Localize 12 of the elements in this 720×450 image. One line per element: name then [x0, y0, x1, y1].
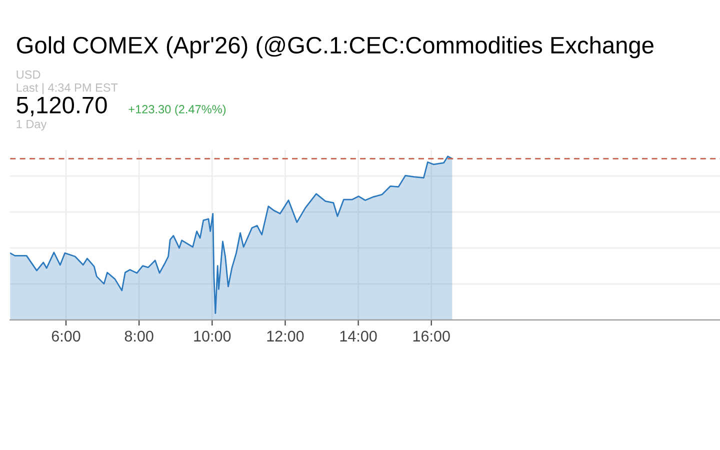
- x-tick-label: 6:00: [52, 330, 80, 342]
- x-tick-label: 16:00: [413, 330, 450, 342]
- text: +123.30 (2.47%%): [128, 104, 226, 116]
- x-tick-label: 8:00: [124, 330, 154, 342]
- x-tick-label: 10:00: [194, 330, 231, 342]
- x-tick-label: 14:00: [340, 330, 377, 342]
- chart-title: Gold COMEX (Apr'26) (@GC.1:CEC:Commodities Exchange: [17, 36, 654, 58]
- text: USD: [16, 70, 40, 79]
- x-tick-label: 12:00: [267, 330, 304, 342]
- text: 5,120.70: [16, 96, 107, 116]
- text: Last | 4:34 PM EST: [16, 83, 118, 94]
- text: 1 Day: [16, 120, 47, 131]
